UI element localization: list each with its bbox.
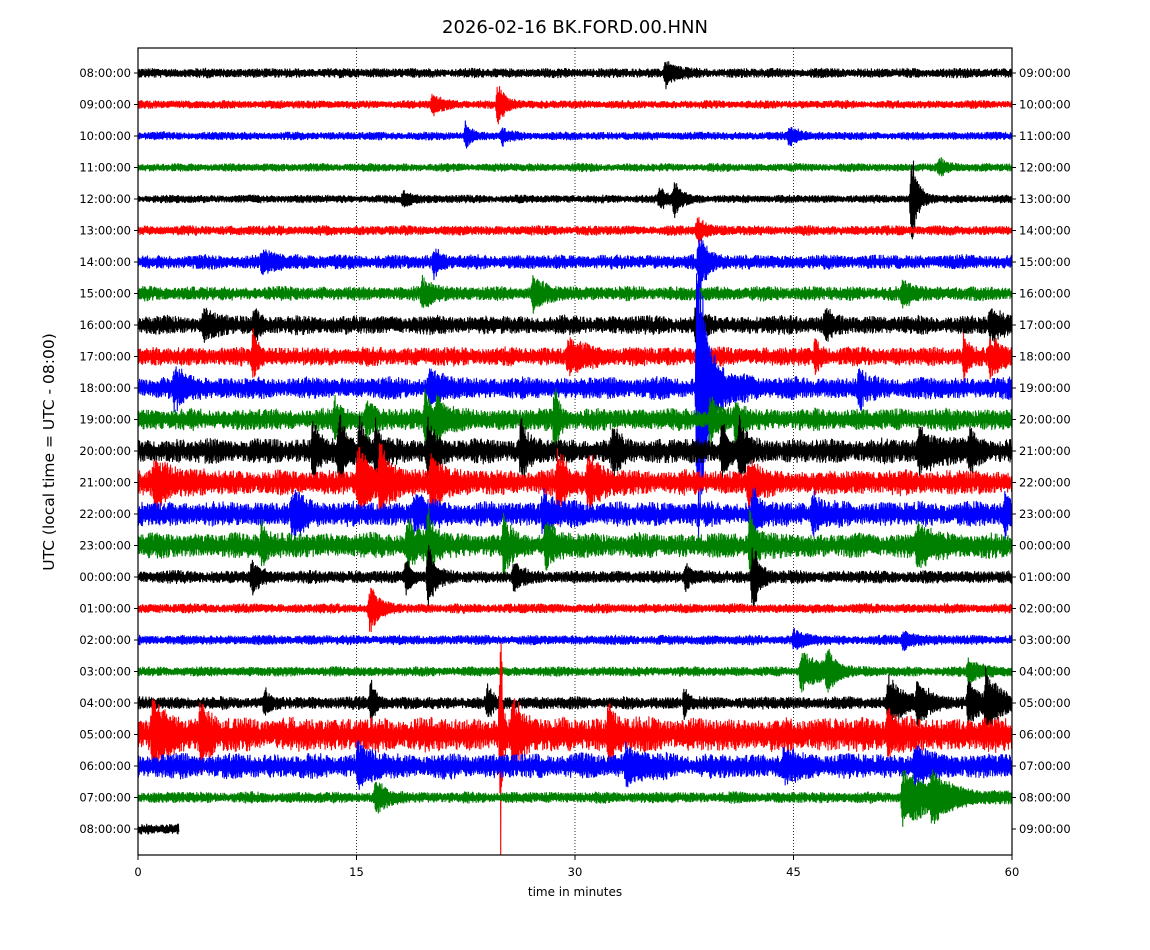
left-tick-label: 14:00:00: [79, 255, 131, 269]
right-tick-label: 11:00:00: [1019, 129, 1071, 143]
trace-7: [138, 274, 1012, 314]
trace-22: [138, 739, 1012, 790]
left-tick-label: 13:00:00: [79, 224, 131, 238]
left-tick-label: 10:00:00: [79, 129, 131, 143]
left-tick-label: 01:00:00: [79, 602, 131, 616]
right-tick-label: 04:00:00: [1019, 665, 1071, 679]
x-tick-label: 0: [134, 865, 141, 879]
right-tick-label: 05:00:00: [1019, 696, 1071, 710]
trace-17: [138, 587, 1012, 633]
left-tick-label: 18:00:00: [79, 381, 131, 395]
left-tick-label: 21:00:00: [79, 476, 131, 490]
trace-12: [138, 414, 1012, 491]
right-tick-label: 20:00:00: [1019, 413, 1071, 427]
trace-24: [138, 823, 180, 835]
right-tick-label: 18:00:00: [1019, 350, 1071, 364]
left-tick-label: 09:00:00: [79, 98, 131, 112]
right-tick-label: 01:00:00: [1019, 570, 1071, 584]
right-tick-label: 16:00:00: [1019, 287, 1071, 301]
right-tick-label: 17:00:00: [1019, 318, 1071, 332]
left-tick-label: 17:00:00: [79, 350, 131, 364]
trace-11: [138, 387, 1012, 452]
left-tick-label: 22:00:00: [79, 507, 131, 521]
left-tick-label: 15:00:00: [79, 287, 131, 301]
trace-23: [138, 769, 1012, 828]
right-tick-label: 07:00:00: [1019, 759, 1071, 773]
left-tick-label: 19:00:00: [79, 413, 131, 427]
trace-8: [138, 302, 1012, 349]
right-tick-label: 09:00:00: [1019, 822, 1071, 836]
right-tick-label: 06:00:00: [1019, 728, 1071, 742]
trace-21: [138, 642, 1012, 855]
trace-6: [138, 238, 1012, 294]
chart-title: 2026-02-16 BK.FORD.00.HNN: [442, 17, 708, 38]
right-time-axis: 09:00:00 10:00:00 11:00:00 12:00:00 13:00:00…: [1012, 66, 1071, 836]
left-tick-label: 05:00:00: [79, 728, 131, 742]
left-tick-label: 00:00:00: [79, 570, 131, 584]
left-tick-label: 06:00:00: [79, 759, 131, 773]
right-tick-label: 00:00:00: [1019, 539, 1071, 553]
left-tick-label: 20:00:00: [79, 444, 131, 458]
x-axis-label: time in minutes: [528, 885, 622, 899]
left-tick-label: 02:00:00: [79, 633, 131, 647]
trace-10: [138, 251, 1012, 549]
right-tick-label: 03:00:00: [1019, 633, 1071, 647]
right-tick-label: 14:00:00: [1019, 224, 1071, 238]
left-tick-label: 16:00:00: [79, 318, 131, 332]
left-tick-label: 03:00:00: [79, 665, 131, 679]
right-tick-label: 22:00:00: [1019, 476, 1071, 490]
x-axis: 0 15 30 45 60: [134, 855, 1019, 879]
trace-14: [138, 487, 1012, 542]
trace-15: [138, 508, 1012, 584]
left-tick-label: 11:00:00: [79, 161, 131, 175]
right-tick-label: 21:00:00: [1019, 444, 1071, 458]
right-tick-label: 15:00:00: [1019, 255, 1071, 269]
x-tick-label: 30: [568, 865, 583, 879]
right-tick-label: 10:00:00: [1019, 98, 1071, 112]
right-tick-label: 09:00:00: [1019, 66, 1071, 80]
right-tick-label: 23:00:00: [1019, 507, 1071, 521]
seismogram-traces: [138, 61, 1012, 855]
left-time-axis: 08:00:00 09:00:00 10:00:00 11:00:00 12:00:00…: [79, 66, 138, 836]
x-tick-label: 15: [349, 865, 364, 879]
right-tick-label: 02:00:00: [1019, 602, 1071, 616]
y-axis-label: UTC (local time = UTC - 08:00): [40, 333, 58, 571]
trace-9: [138, 328, 1012, 386]
left-tick-label: 12:00:00: [79, 192, 131, 206]
trace-16: [138, 545, 1012, 612]
right-tick-label: 08:00:00: [1019, 791, 1071, 805]
left-tick-label: 08:00:00: [79, 66, 131, 80]
trace-19: [138, 648, 1012, 693]
trace-3: [138, 156, 1012, 177]
x-tick-label: 60: [1005, 865, 1020, 879]
trace-1: [138, 86, 1012, 125]
x-tick-label: 45: [786, 865, 801, 879]
trace-13: [138, 443, 1012, 526]
left-tick-label: 04:00:00: [79, 696, 131, 710]
trace-5: [138, 216, 1012, 244]
right-tick-label: 19:00:00: [1019, 381, 1071, 395]
left-tick-label: 08:00:00: [79, 822, 131, 836]
trace-20: [138, 666, 1012, 736]
right-tick-label: 13:00:00: [1019, 192, 1071, 206]
trace-2: [138, 120, 1012, 149]
trace-18: [138, 627, 1012, 652]
left-tick-label: 07:00:00: [79, 791, 131, 805]
right-tick-label: 12:00:00: [1019, 161, 1071, 175]
trace-4: [138, 160, 1012, 240]
trace-0: [138, 61, 1012, 90]
left-tick-label: 23:00:00: [79, 539, 131, 553]
